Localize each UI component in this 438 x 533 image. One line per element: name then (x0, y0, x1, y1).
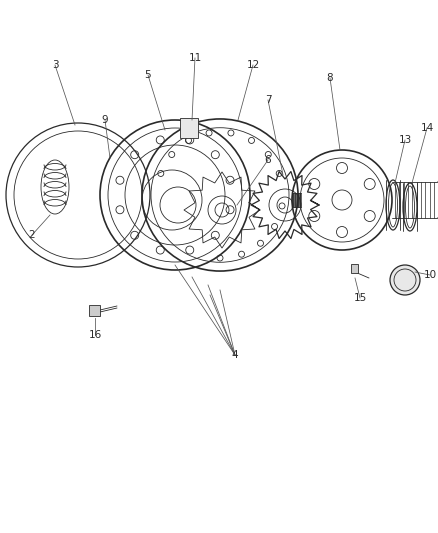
Text: 11: 11 (188, 53, 201, 63)
Text: 15: 15 (353, 293, 366, 303)
Text: 8: 8 (326, 73, 332, 83)
Text: 7: 7 (264, 95, 271, 105)
Text: 14: 14 (420, 123, 433, 133)
Circle shape (184, 121, 193, 129)
FancyBboxPatch shape (351, 263, 358, 272)
Text: 2: 2 (28, 230, 35, 240)
Text: 6: 6 (264, 155, 271, 165)
Text: 9: 9 (102, 115, 108, 125)
Text: 4: 4 (231, 350, 238, 360)
FancyBboxPatch shape (89, 304, 100, 316)
FancyBboxPatch shape (180, 118, 198, 138)
Text: 16: 16 (88, 330, 101, 340)
Text: 5: 5 (145, 70, 151, 80)
Text: 3: 3 (52, 60, 58, 70)
Text: 10: 10 (423, 270, 435, 280)
Text: 12: 12 (246, 60, 259, 70)
Ellipse shape (389, 265, 419, 295)
Text: 13: 13 (397, 135, 411, 145)
